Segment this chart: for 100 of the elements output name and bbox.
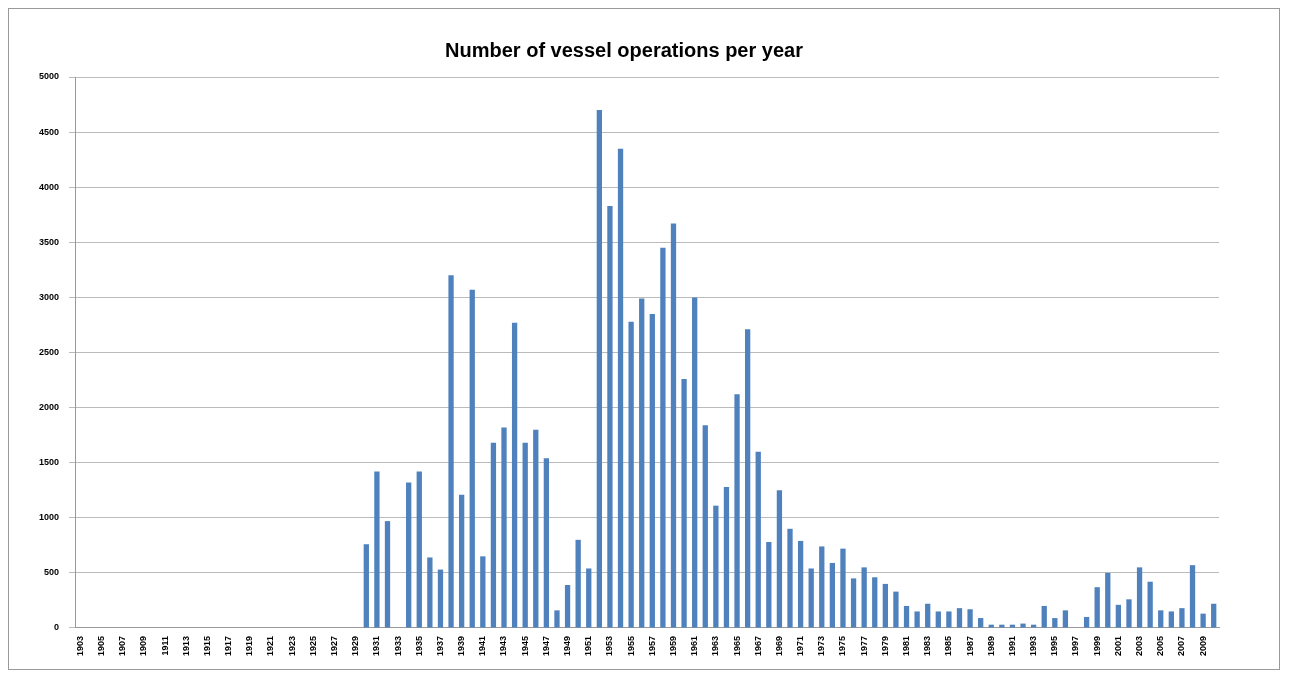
x-tick-label: 1905 (95, 635, 106, 657)
bar (744, 329, 751, 628)
x-tick-label: 1993 (1028, 635, 1039, 657)
chart-title: Number of vessel operations per year (445, 38, 804, 61)
bar (1200, 613, 1206, 628)
bar (797, 540, 804, 628)
x-tick-label: 1937 (434, 635, 445, 657)
x-tick-label: 1939 (456, 635, 467, 657)
bar (946, 611, 952, 628)
bar (1062, 610, 1069, 628)
bar (670, 223, 677, 628)
x-tick-label: 1977 (858, 635, 869, 657)
bar (956, 608, 963, 628)
bar (1052, 618, 1058, 628)
x-tick-label: 1957 (646, 635, 657, 657)
bar (978, 618, 984, 628)
bar (522, 442, 528, 628)
y-tick-label: 0 (54, 622, 60, 633)
x-tick-label: 1947 (540, 635, 551, 657)
bar (1115, 604, 1122, 628)
bar (437, 569, 444, 628)
x-tick-label: 1949 (562, 635, 573, 657)
bar (903, 605, 910, 628)
bar (681, 378, 687, 628)
bar (1041, 605, 1047, 628)
bar (639, 298, 645, 628)
bar (935, 611, 941, 628)
x-tick-label: 1943 (498, 635, 509, 657)
bar (914, 611, 920, 628)
bar (840, 548, 846, 628)
bar (554, 610, 560, 628)
bar (649, 313, 655, 628)
x-tick-label: 1911 (159, 635, 170, 656)
x-tick-label: 1913 (180, 635, 191, 657)
bar (1094, 587, 1100, 628)
y-tick-label: 5000 (38, 71, 60, 82)
bar (925, 603, 931, 628)
y-tick-label: 2000 (38, 402, 60, 413)
x-tick-label: 1961 (689, 635, 700, 657)
x-tick-label: 1915 (201, 635, 212, 657)
x-tick-label: 1965 (731, 635, 742, 657)
x-tick-label: 1935 (413, 635, 424, 657)
x-tick-label: 1979 (879, 635, 890, 657)
bar (533, 429, 539, 628)
bar (882, 583, 888, 628)
x-tick-label: 1951 (583, 635, 594, 657)
bar (374, 471, 380, 628)
x-tick-label: 1987 (964, 635, 975, 657)
x-tick-label: 1919 (244, 635, 255, 657)
x-tick-label: 1925 (307, 635, 318, 657)
y-tick-label: 4500 (38, 126, 60, 137)
x-tick-label: 1927 (329, 635, 340, 657)
bar (564, 585, 571, 628)
y-tick-label: 1500 (38, 457, 60, 468)
bar (501, 427, 507, 628)
x-tick-label: 1967 (752, 635, 763, 657)
bar (596, 110, 602, 628)
x-tick-label: 2009 (1197, 635, 1208, 657)
bar (893, 591, 899, 628)
y-tick-label: 1000 (38, 512, 60, 523)
bar (427, 557, 433, 628)
bar (469, 289, 475, 628)
bar (459, 494, 465, 628)
x-tick-label: 1975 (837, 635, 848, 657)
bar (861, 567, 867, 628)
bar (660, 247, 666, 628)
bar (702, 425, 708, 628)
y-tick-label: 3500 (38, 236, 60, 247)
bar (543, 458, 550, 628)
x-tick-label: 2007 (1176, 635, 1187, 657)
x-tick-label: 1985 (943, 635, 954, 657)
x-tick-label: 1903 (74, 635, 85, 657)
bar (406, 482, 412, 628)
x-tick-label: 1907 (117, 635, 128, 657)
bar (829, 562, 836, 628)
bar (1136, 567, 1143, 628)
x-tick-label: 1995 (1049, 635, 1060, 657)
bar (490, 442, 497, 628)
bar (967, 609, 973, 628)
x-tick-label: 1991 (1006, 635, 1017, 657)
bar (776, 490, 783, 628)
bar (480, 556, 486, 628)
bar (586, 568, 592, 628)
x-tick-label: 1909 (138, 635, 149, 657)
y-tick-label: 3000 (38, 291, 60, 302)
x-tick-label: 1933 (392, 635, 403, 657)
x-tick-label: 2005 (1155, 635, 1166, 657)
y-tick-label: 500 (43, 567, 60, 578)
bar (723, 486, 730, 628)
bar (787, 528, 793, 628)
x-tick-label: 1969 (773, 635, 784, 657)
bar (1189, 565, 1196, 628)
bar (755, 451, 761, 628)
x-tick-label: 1999 (1091, 635, 1102, 657)
x-tick-label: 1945 (519, 635, 530, 657)
bar (363, 544, 369, 628)
x-tick-label: 1953 (604, 635, 615, 657)
x-tick-label: 1955 (625, 635, 636, 657)
bar (448, 275, 454, 628)
x-tick-label: 1981 (901, 635, 912, 657)
